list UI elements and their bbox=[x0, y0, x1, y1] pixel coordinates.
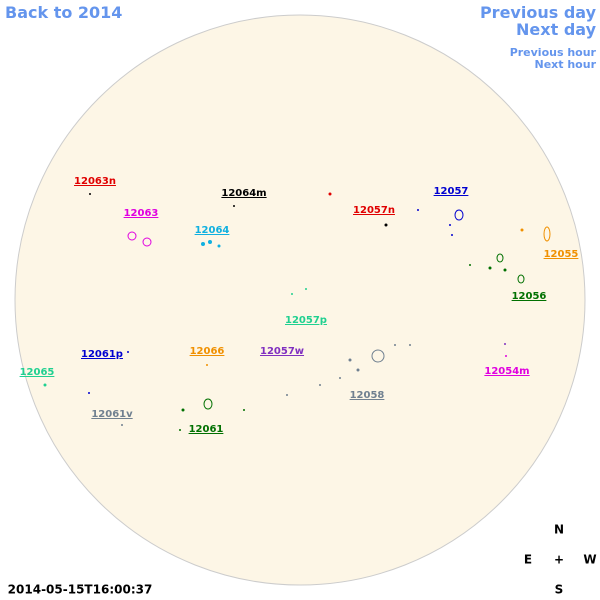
region-label: 12056 bbox=[512, 291, 547, 302]
region-label: 12057 bbox=[434, 186, 469, 197]
timestamp: 2014-05-15T16:00:37 bbox=[8, 583, 153, 597]
compass-center: + bbox=[554, 553, 564, 567]
region-label: 12054m bbox=[484, 366, 529, 377]
compass-south: S bbox=[555, 583, 564, 597]
region-label: 12064m bbox=[221, 188, 266, 199]
region-label: 12055 bbox=[544, 249, 579, 260]
region-label: 12057w bbox=[260, 346, 304, 357]
compass: N E + W S bbox=[524, 523, 597, 597]
region-label: 12061v bbox=[91, 409, 133, 420]
region-label: 12061p bbox=[81, 349, 123, 360]
region-labels: 12063n 12064m 12057 12057n 12063 12064 1… bbox=[20, 176, 579, 435]
compass-east: E bbox=[524, 553, 532, 567]
region-label: 12057n bbox=[353, 205, 395, 216]
region-label: 12065 bbox=[20, 367, 55, 378]
region-label: 12057p bbox=[285, 315, 327, 326]
compass-west: W bbox=[583, 553, 596, 567]
previous-day-link[interactable]: Previous day bbox=[479, 3, 596, 22]
sunspot-marks bbox=[43, 192, 551, 431]
region-label: 12063 bbox=[124, 208, 159, 219]
back-link[interactable]: Back to 2014 bbox=[5, 3, 123, 22]
region-label: 12058 bbox=[350, 390, 385, 401]
previous-hour-link[interactable]: Previous hour bbox=[509, 46, 596, 59]
next-day-link[interactable]: Next day bbox=[516, 20, 596, 39]
region-label: 12066 bbox=[190, 346, 225, 357]
next-hour-link[interactable]: Next hour bbox=[534, 58, 597, 71]
compass-north: N bbox=[554, 523, 564, 537]
region-label: 12061 bbox=[189, 424, 224, 435]
region-label: 12063n bbox=[74, 176, 116, 187]
region-label: 12064 bbox=[195, 225, 230, 236]
solar-disk bbox=[14, 14, 586, 586]
